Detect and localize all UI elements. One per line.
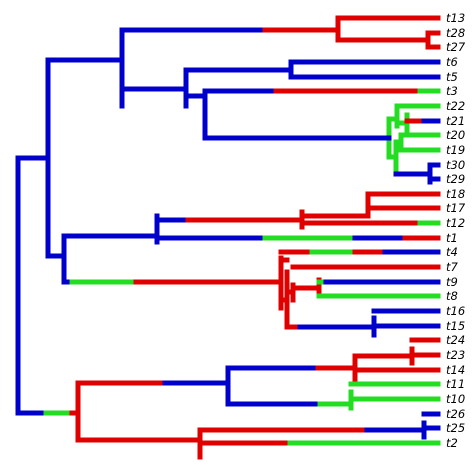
tip-label-t20: t20 xyxy=(446,128,465,142)
tip-label-t25: t25 xyxy=(446,421,465,435)
tree-branches xyxy=(15,15,441,460)
tip-label-t29: t29 xyxy=(446,172,465,186)
tip-label-t16: t16 xyxy=(446,304,465,318)
tip-label-t19: t19 xyxy=(446,143,465,157)
tip-label-t17: t17 xyxy=(446,201,466,215)
tip-label-t22: t22 xyxy=(446,99,465,113)
tip-label-t30: t30 xyxy=(446,158,465,172)
tip-label-t23: t23 xyxy=(446,348,465,362)
tip-label-t3: t3 xyxy=(446,84,458,98)
tip-label-t18: t18 xyxy=(446,187,465,201)
tip-label-t10: t10 xyxy=(446,392,465,406)
tip-label-t6: t6 xyxy=(446,55,458,69)
tip-label-t12: t12 xyxy=(446,216,465,230)
tip-label-t7: t7 xyxy=(446,260,459,274)
tip-label-t27: t27 xyxy=(446,40,466,54)
tip-label-t2: t2 xyxy=(446,436,458,450)
tip-label-t26: t26 xyxy=(446,407,465,421)
tip-label-t14: t14 xyxy=(446,363,465,377)
tip-label-t11: t11 xyxy=(446,377,465,391)
tip-label-t24: t24 xyxy=(446,333,465,347)
tip-label-t13: t13 xyxy=(446,11,465,25)
tip-label-t28: t28 xyxy=(446,26,465,40)
tip-label-t5: t5 xyxy=(446,70,458,84)
tip-label-t21: t21 xyxy=(446,114,465,128)
tip-labels: t13t28t27t6t5t3t22t21t20t19t30t29t18t17t… xyxy=(446,11,466,450)
tip-label-t4: t4 xyxy=(446,245,458,259)
tip-label-t9: t9 xyxy=(446,275,458,289)
tip-label-t8: t8 xyxy=(446,289,458,303)
tip-label-t15: t15 xyxy=(446,319,465,333)
tip-label-t1: t1 xyxy=(446,231,458,245)
